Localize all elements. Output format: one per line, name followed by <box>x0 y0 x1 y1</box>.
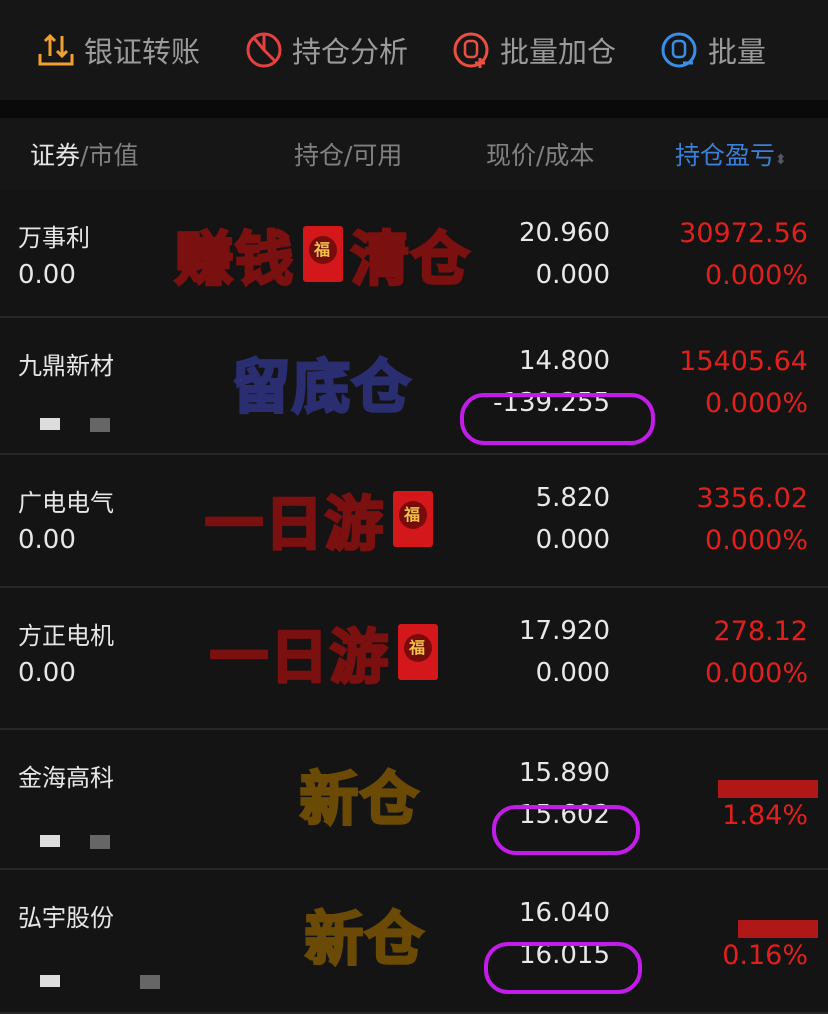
col-security[interactable]: 证券/市值 <box>30 141 139 170</box>
pnl-percent: 0.000% <box>705 388 808 419</box>
current-price: 16.040 <box>519 898 610 928</box>
column-header: 证券/市值 持仓/可用 现价/成本 持仓盈亏⬍ <box>0 118 828 190</box>
stock-name: 方正电机 <box>18 622 114 650</box>
red-envelope-icon <box>393 491 434 547</box>
cost-price: 0.000 <box>535 658 610 688</box>
annotation-sticker: 新仓 <box>298 764 421 835</box>
pnl-amount: 30972.56 <box>679 218 808 249</box>
position-row[interactable]: 金海高科 15.890 15.602 1.84% 新仓 <box>0 730 828 870</box>
current-price: 20.960 <box>519 218 610 248</box>
stock-name: 弘宇股份 <box>18 904 114 932</box>
masked-value <box>40 418 60 430</box>
pie-chart-icon <box>246 32 282 68</box>
market-value: 0.00 <box>18 260 76 290</box>
annotation-sticker: 新仓 <box>303 904 426 975</box>
highlight-circle <box>460 393 655 445</box>
col-pnl[interactable]: 持仓盈亏⬍ <box>675 141 787 170</box>
annotation-sticker: 一日游 <box>203 477 434 561</box>
stock-name: 九鼎新材 <box>18 352 114 380</box>
position-row[interactable]: 广电电气 0.00 5.820 0.000 3356.02 0.000% 一日游 <box>0 455 828 588</box>
masked-pnl <box>738 920 818 938</box>
tool-label: 批量加仓 <box>500 35 617 69</box>
position-analysis-button[interactable]: 持仓分析 <box>244 29 408 71</box>
highlight-circle <box>484 942 642 994</box>
annotation-sticker: 留底仓 <box>230 352 413 423</box>
current-price: 5.820 <box>535 483 610 513</box>
market-value: 0.00 <box>18 525 76 555</box>
masked-value <box>140 975 160 989</box>
masked-value <box>90 418 110 432</box>
annotation-sticker: 一日游 <box>208 610 439 694</box>
red-envelope-icon <box>398 624 439 680</box>
tool-label: 银证转账 <box>84 35 201 69</box>
masked-pnl <box>718 780 818 798</box>
pnl-percent: 0.16% <box>722 940 808 971</box>
sort-icon[interactable]: ⬍ <box>775 152 787 168</box>
pnl-percent: 0.000% <box>705 525 808 556</box>
transfer-icon <box>38 33 74 66</box>
current-price: 15.890 <box>519 758 610 788</box>
pnl-percent: 1.84% <box>722 800 808 831</box>
position-row[interactable]: 方正电机 0.00 17.920 0.000 278.12 0.000% 一日游 <box>0 588 828 730</box>
col-price[interactable]: 现价/成本 <box>486 141 595 170</box>
pnl-amount: 15405.64 <box>679 346 808 377</box>
pnl-amount: 3356.02 <box>696 483 808 514</box>
pnl-percent: 0.000% <box>705 658 808 689</box>
highlight-circle <box>492 805 640 855</box>
cost-price: 0.000 <box>535 260 610 290</box>
bank-transfer-button[interactable]: 银证转账 <box>36 29 200 71</box>
batch-reduce-button[interactable]: 批量 <box>660 29 766 71</box>
current-price: 14.800 <box>519 346 610 376</box>
masked-value <box>90 835 110 849</box>
tool-label: 持仓分析 <box>292 35 409 69</box>
masked-value <box>40 835 60 847</box>
masked-value <box>40 975 60 987</box>
col-position[interactable]: 持仓/可用 <box>294 141 403 170</box>
cost-price: 0.000 <box>535 525 610 555</box>
batch-reduce-icon <box>661 32 697 68</box>
toolbar: 银证转账 持仓分析 批量加仓 批量 <box>0 0 828 100</box>
batch-add-button[interactable]: 批量加仓 <box>452 29 616 71</box>
position-row[interactable]: 九鼎新材 14.800 -139.255 15405.64 0.000% 留底仓 <box>0 318 828 455</box>
batch-add-icon <box>453 32 489 68</box>
position-row[interactable]: 弘宇股份 16.040 16.015 0.16% 新仓 <box>0 870 828 1014</box>
position-row[interactable]: 万事利 0.00 20.960 0.000 30972.56 0.000% 赚钱… <box>0 190 828 318</box>
red-envelope-icon <box>303 226 344 282</box>
annotation-sticker: 赚钱清仓 <box>173 212 471 296</box>
stock-name: 万事利 <box>18 224 90 252</box>
divider <box>0 100 828 118</box>
current-price: 17.920 <box>519 616 610 646</box>
pnl-amount: 278.12 <box>713 616 808 647</box>
market-value: 0.00 <box>18 658 76 688</box>
tool-label: 批量 <box>708 35 767 69</box>
stock-name: 广电电气 <box>18 489 114 517</box>
pnl-percent: 0.000% <box>705 260 808 291</box>
stock-name: 金海高科 <box>18 764 114 792</box>
